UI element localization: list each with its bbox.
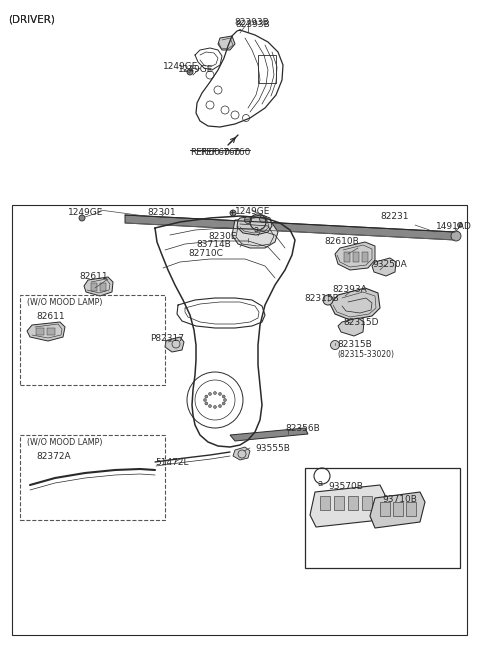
Text: 93250A: 93250A	[372, 260, 407, 269]
Polygon shape	[218, 36, 235, 50]
Circle shape	[79, 215, 85, 221]
Polygon shape	[344, 252, 350, 262]
Polygon shape	[230, 428, 308, 441]
Circle shape	[244, 216, 252, 224]
Text: 82393A: 82393A	[332, 285, 367, 294]
Circle shape	[222, 402, 225, 405]
Text: 82315D: 82315D	[343, 318, 379, 327]
Text: a: a	[254, 225, 259, 234]
Text: 1249GE: 1249GE	[235, 207, 270, 216]
Bar	[20, 295, 165, 385]
Text: (DRIVER): (DRIVER)	[8, 14, 55, 24]
Circle shape	[260, 216, 266, 222]
Text: (82315-33020): (82315-33020)	[337, 350, 394, 359]
Circle shape	[230, 210, 236, 216]
Circle shape	[214, 405, 216, 409]
Bar	[258, 55, 276, 83]
Text: 1249GE: 1249GE	[68, 208, 103, 217]
Text: 93570B: 93570B	[328, 482, 363, 491]
Text: 82611: 82611	[36, 312, 65, 321]
Polygon shape	[91, 283, 97, 291]
Circle shape	[208, 393, 212, 395]
Text: 1491AD: 1491AD	[436, 222, 472, 231]
Text: 82393B: 82393B	[235, 20, 270, 29]
Polygon shape	[84, 277, 113, 296]
Text: 83714B: 83714B	[196, 240, 231, 249]
Polygon shape	[334, 496, 344, 510]
Polygon shape	[27, 322, 65, 341]
Bar	[305, 468, 460, 568]
Polygon shape	[372, 258, 396, 276]
Text: 82610B: 82610B	[324, 237, 359, 246]
Polygon shape	[165, 337, 184, 352]
Polygon shape	[310, 485, 385, 527]
Polygon shape	[353, 252, 359, 262]
Polygon shape	[100, 283, 106, 291]
Circle shape	[323, 295, 333, 305]
Text: 1249GE: 1249GE	[178, 65, 214, 74]
Text: P82317: P82317	[150, 334, 184, 343]
Text: 82356B: 82356B	[285, 424, 320, 433]
Circle shape	[218, 405, 221, 408]
Circle shape	[451, 231, 461, 241]
Polygon shape	[362, 252, 368, 262]
Text: 82611: 82611	[79, 272, 108, 281]
Text: (W/O MOOD LAMP): (W/O MOOD LAMP)	[27, 298, 103, 307]
Bar	[20, 435, 165, 520]
Text: REF.60-760: REF.60-760	[200, 148, 251, 157]
Text: 82301: 82301	[147, 208, 176, 217]
Text: 93555B: 93555B	[255, 444, 290, 453]
Text: REF.60-760: REF.60-760	[190, 148, 240, 157]
Polygon shape	[370, 492, 425, 528]
Polygon shape	[348, 496, 358, 510]
Circle shape	[222, 395, 225, 398]
Bar	[12, 205, 467, 635]
Text: 82372A: 82372A	[36, 452, 71, 461]
Polygon shape	[232, 220, 278, 248]
Circle shape	[208, 405, 212, 408]
Polygon shape	[237, 215, 272, 235]
Polygon shape	[393, 502, 403, 516]
Text: (DRIVER): (DRIVER)	[8, 14, 55, 24]
Polygon shape	[320, 496, 330, 510]
Circle shape	[205, 395, 208, 398]
Text: 82393B: 82393B	[234, 18, 269, 27]
Circle shape	[205, 402, 208, 405]
Circle shape	[218, 393, 221, 395]
Polygon shape	[362, 496, 372, 510]
Polygon shape	[233, 447, 250, 460]
Text: 93710B: 93710B	[382, 495, 417, 504]
Text: a: a	[318, 479, 323, 488]
Polygon shape	[47, 328, 55, 335]
Polygon shape	[125, 215, 455, 240]
Text: 82315B: 82315B	[337, 340, 372, 349]
Circle shape	[331, 341, 339, 350]
Text: 82315B: 82315B	[304, 294, 339, 303]
Polygon shape	[380, 502, 390, 516]
Text: (W/O MOOD LAMP): (W/O MOOD LAMP)	[27, 438, 103, 447]
Text: 82710C: 82710C	[188, 249, 223, 258]
Circle shape	[187, 69, 193, 75]
Circle shape	[214, 391, 216, 395]
Polygon shape	[330, 288, 380, 320]
Polygon shape	[406, 502, 416, 516]
Text: 8230E: 8230E	[208, 232, 237, 241]
Polygon shape	[36, 328, 44, 335]
Circle shape	[204, 399, 206, 401]
Polygon shape	[335, 242, 375, 270]
Polygon shape	[338, 318, 364, 336]
Text: 82231: 82231	[380, 212, 408, 221]
Text: 1249GE: 1249GE	[163, 62, 198, 71]
Circle shape	[457, 222, 463, 228]
Circle shape	[224, 399, 227, 401]
Text: 51472L: 51472L	[155, 458, 189, 467]
